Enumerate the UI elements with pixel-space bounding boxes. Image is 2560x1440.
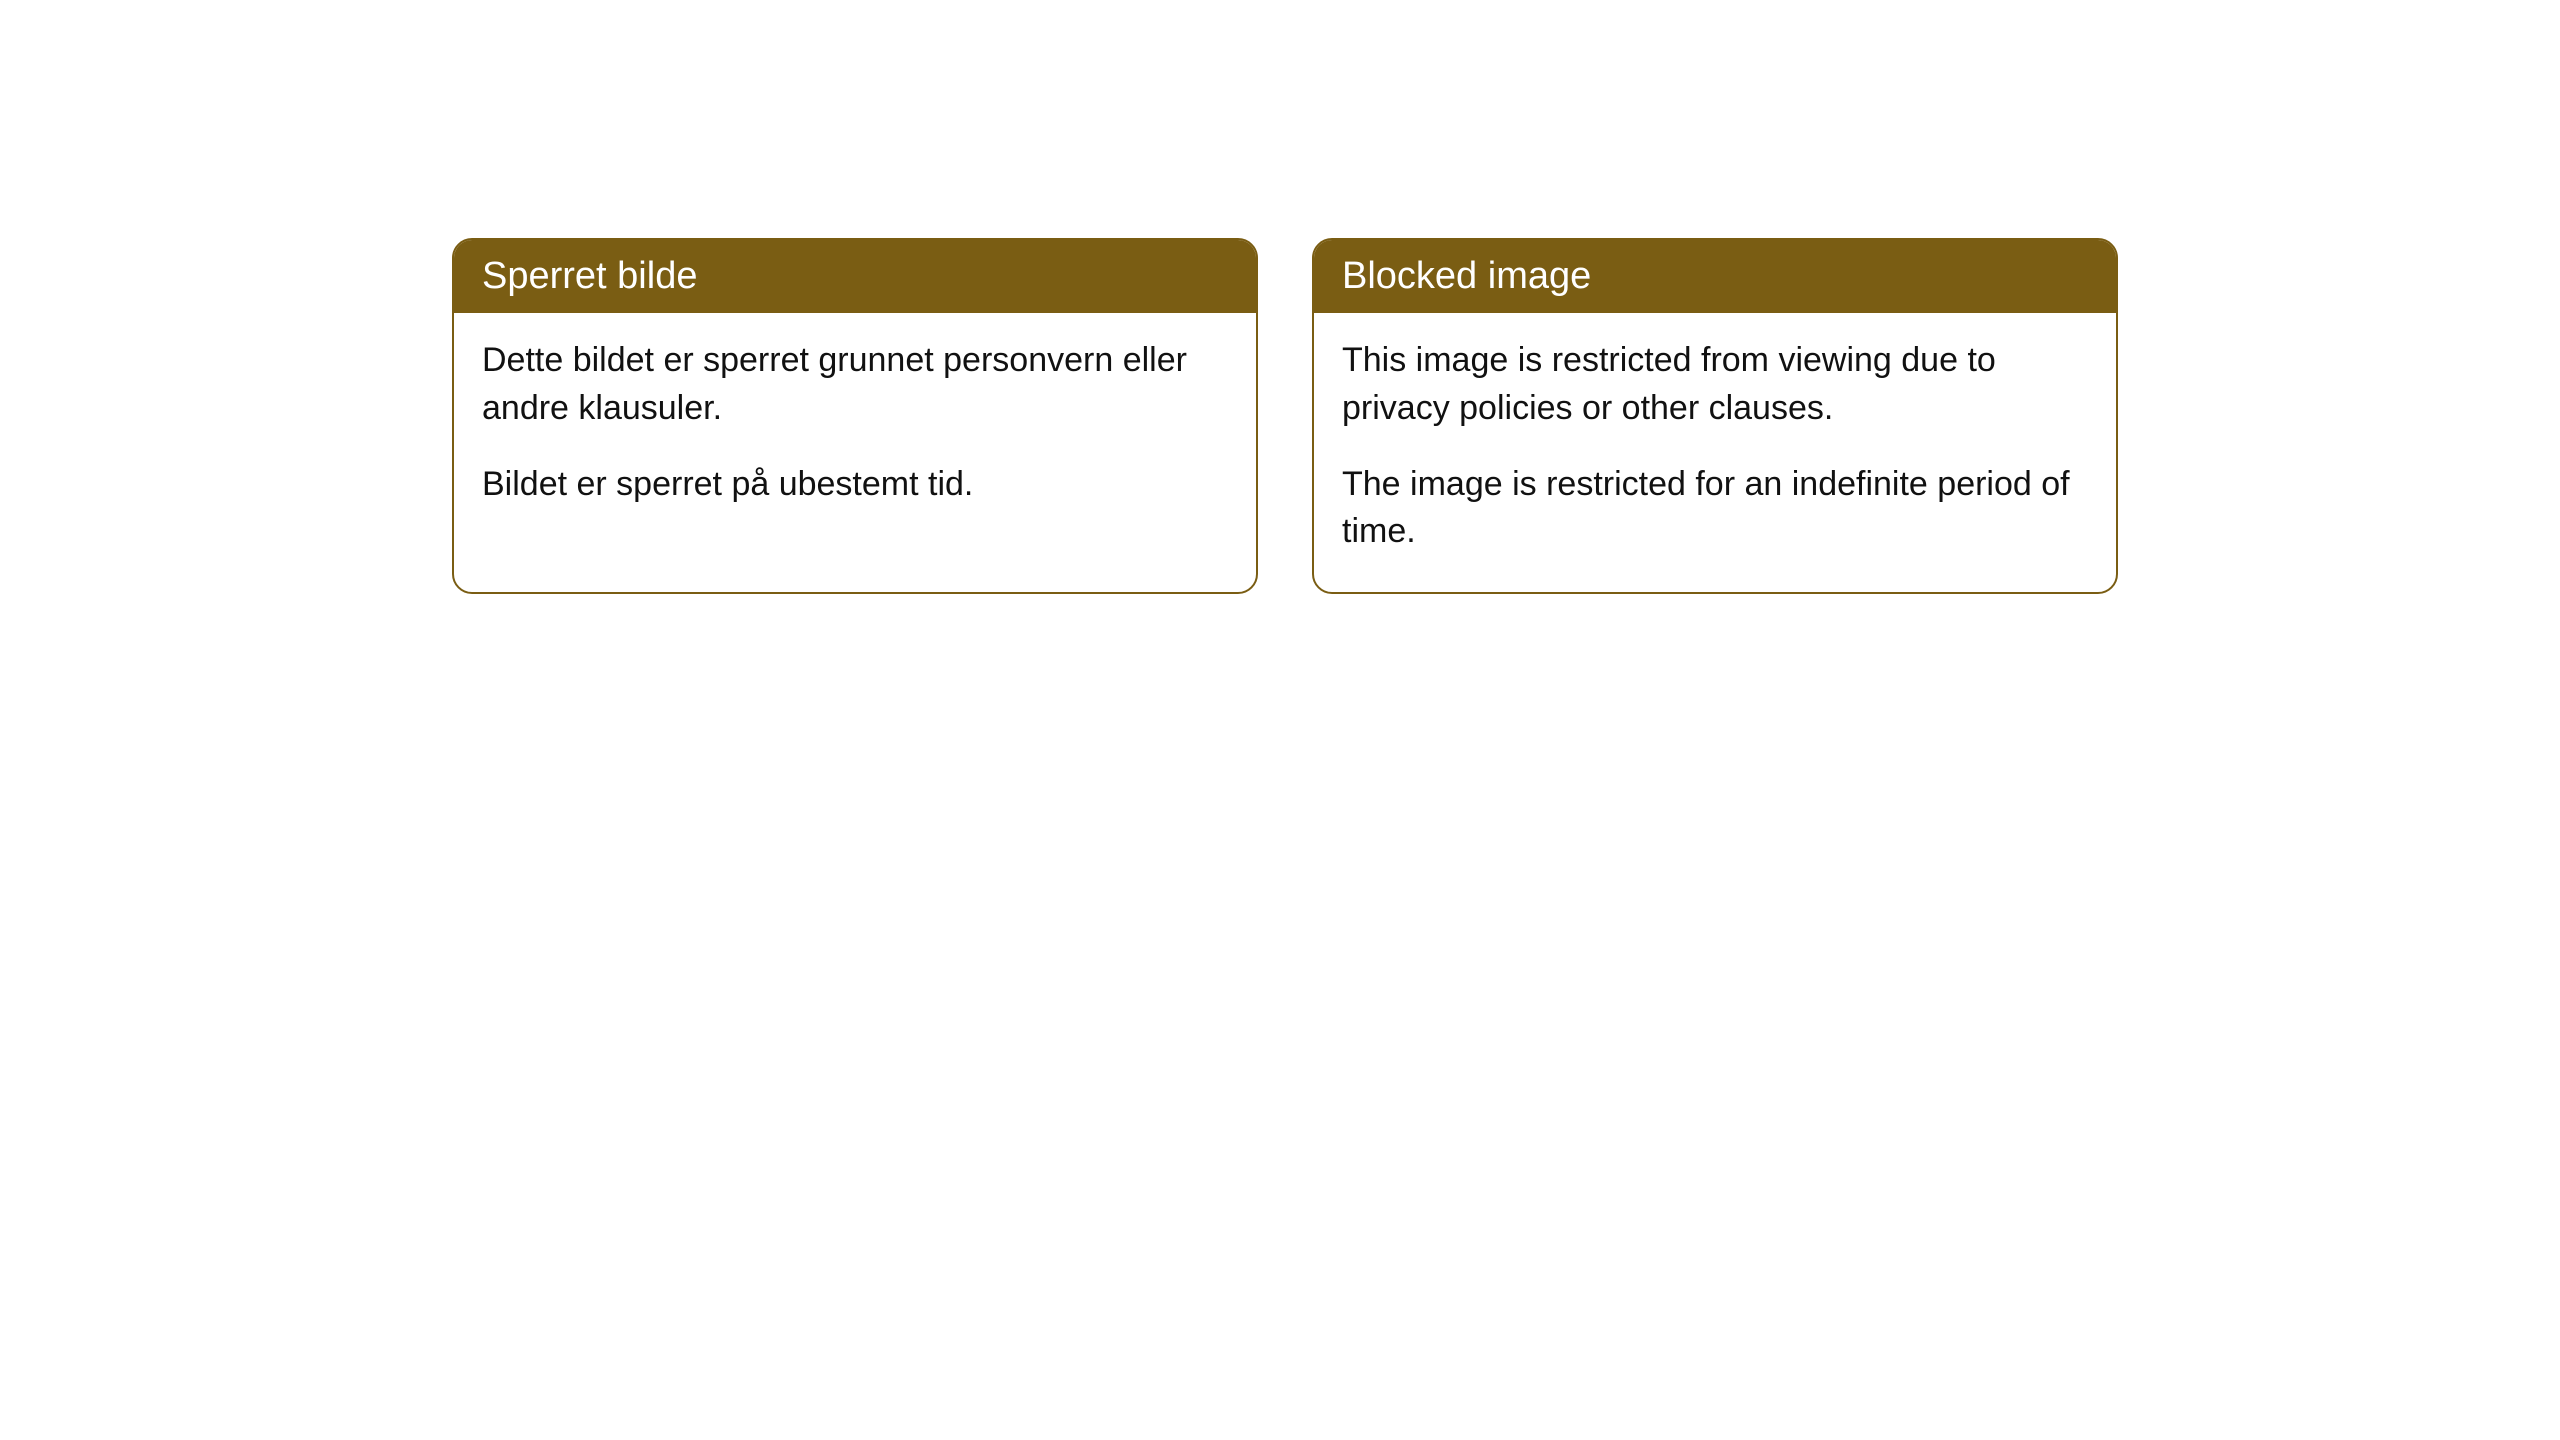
- card-paragraph: This image is restricted from viewing du…: [1342, 337, 2088, 432]
- notice-card-norwegian: Sperret bilde Dette bildet er sperret gr…: [452, 238, 1258, 594]
- card-title-norwegian: Sperret bilde: [454, 240, 1256, 313]
- card-body-norwegian: Dette bildet er sperret grunnet personve…: [454, 313, 1256, 544]
- card-paragraph: Dette bildet er sperret grunnet personve…: [482, 337, 1228, 432]
- card-title-english: Blocked image: [1314, 240, 2116, 313]
- notice-card-english: Blocked image This image is restricted f…: [1312, 238, 2118, 594]
- card-paragraph: The image is restricted for an indefinit…: [1342, 461, 2088, 556]
- notice-cards-container: Sperret bilde Dette bildet er sperret gr…: [452, 238, 2118, 594]
- card-body-english: This image is restricted from viewing du…: [1314, 313, 2116, 591]
- card-paragraph: Bildet er sperret på ubestemt tid.: [482, 461, 1228, 509]
